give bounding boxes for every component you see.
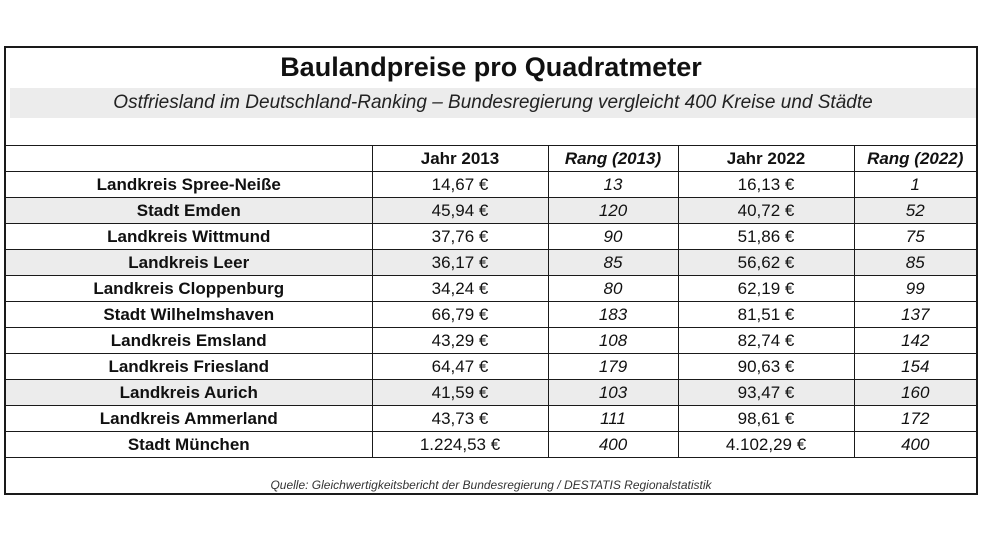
header-cell-price-2022: Jahr 2022 (677, 145, 855, 172)
row-name-cell: Landkreis Wittmund (6, 223, 373, 250)
price-2013-cell: 41,59 € (371, 379, 549, 406)
row-name-cell: Stadt München (6, 431, 373, 458)
rank-2022-cell: 99 (853, 275, 976, 302)
price-2022-cell: 93,47 € (677, 379, 855, 406)
spacer-cell (548, 457, 678, 484)
table-row: Landkreis Emsland 43,29 €108 82,74 €142 (6, 327, 976, 354)
spacer-cell (372, 457, 548, 484)
chart-subtitle: Ostfriesland im Deutschland-Ranking – Bu… (10, 88, 976, 118)
spacer-cell (678, 457, 854, 484)
row-name-cell: Landkreis Ammerland (6, 405, 373, 432)
rank-2013-cell: 400 (547, 431, 679, 458)
price-2013-cell: 36,17 € (371, 249, 549, 276)
rank-2013-cell: 111 (547, 405, 679, 432)
row-name-cell: Stadt Wilhelmshaven (6, 301, 373, 328)
price-2022-cell: 90,63 € (677, 353, 855, 380)
price-2013-cell: 43,73 € (371, 405, 549, 432)
rank-2013-cell: 108 (547, 327, 679, 354)
price-2013-cell: 1.224,53 € (371, 431, 549, 458)
price-2013-cell: 66,79 € (371, 301, 549, 328)
price-2013-cell: 45,94 € (371, 197, 549, 224)
rank-2013-cell: 80 (547, 275, 679, 302)
rank-2013-cell: 120 (547, 197, 679, 224)
spacer-cell (854, 457, 976, 484)
header-cell-price-2013: Jahr 2013 (371, 145, 549, 172)
rank-2022-cell: 400 (853, 431, 976, 458)
rank-2013-cell: 179 (547, 353, 679, 380)
row-name-cell: Landkreis Cloppenburg (6, 275, 373, 302)
rank-2022-cell: 1 (853, 171, 976, 198)
rank-2013-cell: 13 (547, 171, 679, 198)
rank-2022-cell: 160 (853, 379, 976, 406)
table-row: Stadt Emden 45,94 €120 40,72 €52 (6, 197, 976, 224)
price-table: Jahr 2013 Rang (2013) Jahr 2022 Rang (20… (6, 145, 976, 484)
price-2022-cell: 4.102,29 € (677, 431, 855, 458)
price-2013-cell: 34,24 € (371, 275, 549, 302)
rank-2022-cell: 52 (853, 197, 976, 224)
table-body: Jahr 2013 Rang (2013) Jahr 2022 Rang (20… (6, 145, 976, 484)
table-header-row: Jahr 2013 Rang (2013) Jahr 2022 Rang (20… (6, 145, 976, 172)
table-row: Landkreis Aurich 41,59 €103 93,47 €160 (6, 379, 976, 406)
rank-2022-cell: 154 (853, 353, 976, 380)
source-note: Quelle: Gleichwertigkeitsbericht der Bun… (270, 478, 712, 492)
table-row: Landkreis Spree-Neiße 14,67 €13 16,13 €1 (6, 171, 976, 198)
price-2022-cell: 16,13 € (677, 171, 855, 198)
row-name-cell: Stadt Emden (6, 197, 373, 224)
price-2013-cell: 64,47 € (371, 353, 549, 380)
spacer-row (6, 457, 976, 484)
table-row: Landkreis Wittmund 37,76 €90 51,86 €75 (6, 223, 976, 250)
rank-2022-cell: 85 (853, 249, 976, 276)
price-2022-cell: 51,86 € (677, 223, 855, 250)
header-cell-rank-2013: Rang (2013) (547, 145, 679, 172)
row-name-cell: Landkreis Aurich (6, 379, 373, 406)
spacer-cell (6, 457, 372, 484)
price-2022-cell: 98,61 € (677, 405, 855, 432)
price-2022-cell: 56,62 € (677, 249, 855, 276)
rank-2013-cell: 103 (547, 379, 679, 406)
header-cell-name (6, 145, 373, 172)
table-row: Landkreis Ammerland 43,73 €111 98,61 €172 (6, 405, 976, 432)
price-2022-cell: 62,19 € (677, 275, 855, 302)
table-row: Landkreis Leer 36,17 €85 56,62 €85 (6, 249, 976, 276)
header-cell-rank-2022: Rang (2022) (853, 145, 976, 172)
row-name-cell: Landkreis Leer (6, 249, 373, 276)
row-name-cell: Landkreis Friesland (6, 353, 373, 380)
table-row: Stadt München 1.224,53 €400 4.102,29 €400 (6, 431, 976, 458)
rank-2022-cell: 142 (853, 327, 976, 354)
price-2022-cell: 81,51 € (677, 301, 855, 328)
row-name-cell: Landkreis Emsland (6, 327, 373, 354)
price-2013-cell: 14,67 € (371, 171, 549, 198)
rank-2022-cell: 137 (853, 301, 976, 328)
price-2022-cell: 40,72 € (677, 197, 855, 224)
price-2013-cell: 37,76 € (371, 223, 549, 250)
table-row: Landkreis Cloppenburg 34,24 €80 62,19 €99 (6, 275, 976, 302)
price-2022-cell: 82,74 € (677, 327, 855, 354)
rank-2013-cell: 183 (547, 301, 679, 328)
table-frame: Baulandpreise pro Quadratmeter Ostfriesl… (4, 46, 978, 495)
table-row: Stadt Wilhelmshaven 66,79 €183 81,51 €137 (6, 301, 976, 328)
rank-2013-cell: 85 (547, 249, 679, 276)
rank-2022-cell: 172 (853, 405, 976, 432)
chart-title: Baulandpreise pro Quadratmeter (280, 52, 702, 82)
price-2013-cell: 43,29 € (371, 327, 549, 354)
row-name-cell: Landkreis Spree-Neiße (6, 171, 373, 198)
rank-2022-cell: 75 (853, 223, 976, 250)
rank-2013-cell: 90 (547, 223, 679, 250)
table-row: Landkreis Friesland 64,47 €179 90,63 €154 (6, 353, 976, 380)
